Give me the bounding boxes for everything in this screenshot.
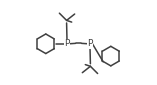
Text: P: P — [64, 39, 70, 48]
Text: P: P — [87, 39, 93, 48]
